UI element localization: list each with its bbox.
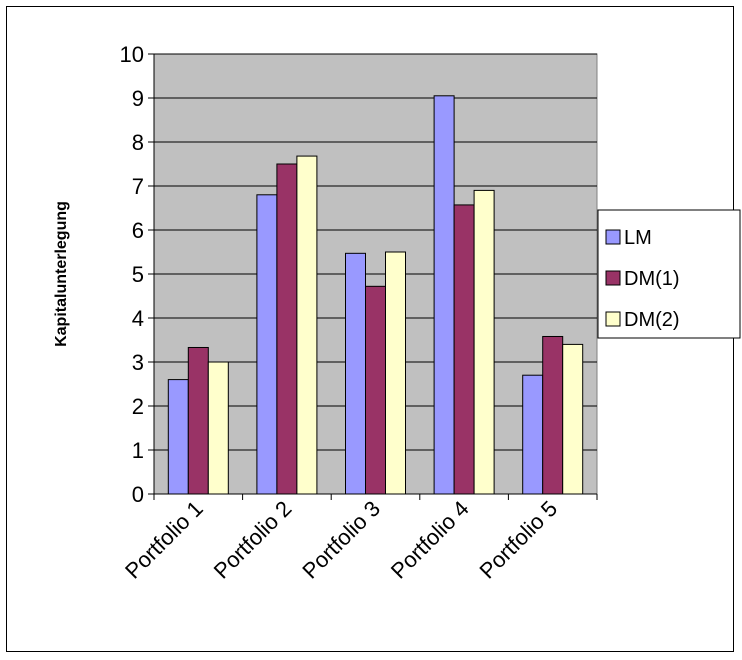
y-tick-label: 0	[132, 482, 144, 507]
y-tick-label: 9	[132, 86, 144, 111]
x-tick-label: Portfolio 1	[120, 496, 208, 584]
legend-label: LM	[624, 227, 652, 249]
x-tick-label: Portfolio 4	[386, 496, 474, 584]
y-tick-label: 1	[132, 438, 144, 463]
legend-box	[597, 209, 741, 339]
bar-dm-1-2	[276, 163, 298, 495]
bar-dm-2-5	[562, 343, 584, 495]
y-tick-labels: 0 1 2 3 4 5 6 7 8 9 10	[120, 42, 144, 507]
bar-lm-1	[167, 379, 189, 495]
bar-lm-2	[256, 194, 278, 495]
bar-dm-2-3	[385, 251, 406, 495]
y-tick-label: 3	[132, 350, 144, 375]
legend-swatch	[605, 311, 621, 327]
axes	[148, 53, 598, 500]
bar-lm-4	[433, 95, 455, 495]
legend: LM DM(1) DM(2)	[597, 209, 741, 339]
y-tick-label: 6	[132, 218, 144, 243]
y-tick-label: 5	[132, 262, 144, 287]
x-tick-label: Portfolio 2	[209, 496, 297, 584]
bar-dm-1-3	[365, 285, 386, 495]
y-tick-label: 7	[132, 174, 144, 199]
bar-dm-1-1	[187, 346, 209, 495]
y-tick-label: 2	[132, 394, 144, 419]
y-tick-label: 4	[132, 306, 144, 331]
y-tick-label: 10	[120, 42, 144, 67]
bar-dm-2-1	[207, 361, 229, 495]
bar-dm-1-4	[453, 204, 475, 495]
y-tick-label: 8	[132, 130, 144, 155]
bar-lm-5	[522, 374, 544, 495]
legend-label: DM(2)	[624, 309, 680, 331]
bar-dm-2-2	[296, 155, 318, 495]
legend-swatch	[605, 270, 621, 286]
bars	[167, 95, 584, 495]
bar-dm-1-5	[542, 335, 564, 495]
x-tick-labels: Portfolio 1 Portfolio 2 Portfolio 3 Portfol…	[120, 496, 562, 584]
legend-label: DM(1)	[624, 268, 680, 290]
bar-dm-2-4	[473, 189, 495, 495]
x-tick-label: Portfolio 5	[475, 496, 563, 584]
y-axis-label: Kapitalunterlegung	[53, 201, 70, 347]
legend-swatch	[605, 229, 621, 245]
x-tick-label: Portfolio 3	[297, 496, 385, 584]
bar-lm-3	[345, 252, 366, 495]
